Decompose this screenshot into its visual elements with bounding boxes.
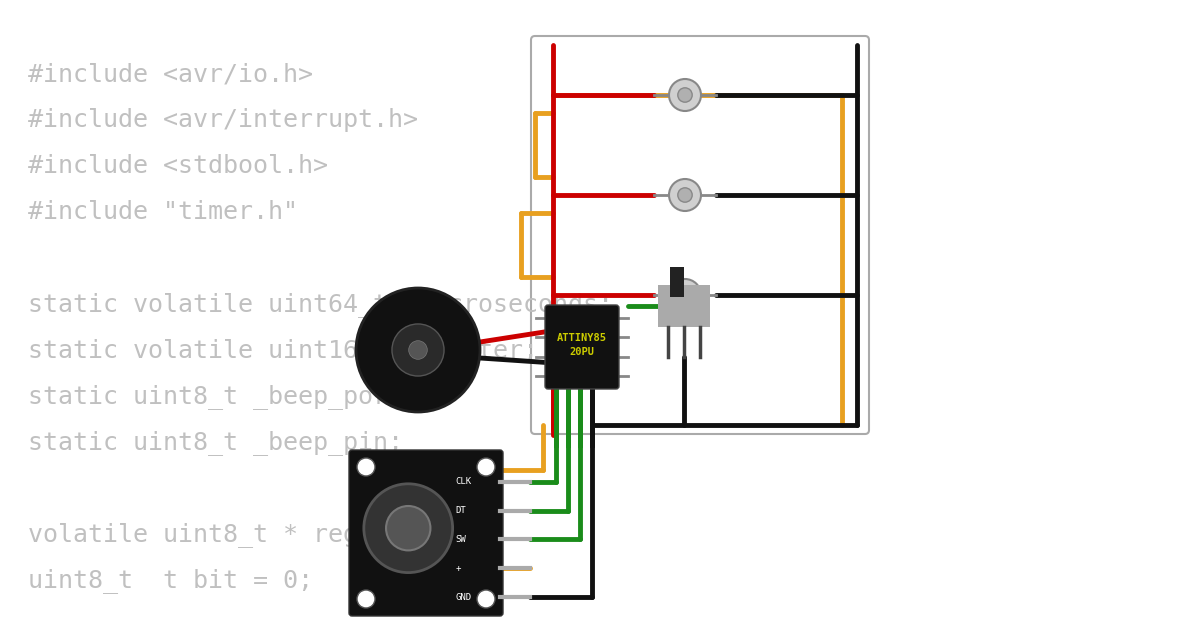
Circle shape bbox=[356, 288, 480, 412]
Text: GND: GND bbox=[456, 592, 472, 602]
Circle shape bbox=[386, 506, 431, 551]
Text: #include <avr/interrupt.h>: #include <avr/interrupt.h> bbox=[28, 108, 418, 132]
Circle shape bbox=[478, 458, 496, 476]
Text: #include <stdbool.h>: #include <stdbool.h> bbox=[28, 154, 328, 178]
Circle shape bbox=[670, 79, 701, 111]
Text: ATTINY85
20PU: ATTINY85 20PU bbox=[557, 333, 607, 357]
Text: DT: DT bbox=[456, 506, 467, 515]
Bar bbox=[658, 285, 710, 327]
Text: static volatile uint16_t _counter;: static volatile uint16_t _counter; bbox=[28, 338, 538, 363]
Circle shape bbox=[678, 88, 692, 102]
Circle shape bbox=[364, 484, 452, 573]
Text: volatile uint8_t * reg;: volatile uint8_t * reg; bbox=[28, 522, 373, 547]
Circle shape bbox=[392, 324, 444, 376]
Circle shape bbox=[678, 288, 692, 302]
Text: static uint8_t _beep_pin;: static uint8_t _beep_pin; bbox=[28, 430, 403, 455]
Bar bbox=[670, 267, 684, 297]
FancyBboxPatch shape bbox=[545, 305, 619, 389]
Circle shape bbox=[670, 279, 701, 311]
Text: SW: SW bbox=[456, 535, 467, 544]
Circle shape bbox=[358, 458, 374, 476]
Circle shape bbox=[670, 179, 701, 211]
Text: static volatile uint64_t _microseconds;: static volatile uint64_t _microseconds; bbox=[28, 292, 613, 317]
Text: #include <avr/io.h>: #include <avr/io.h> bbox=[28, 62, 313, 86]
Text: +: + bbox=[456, 564, 461, 573]
Circle shape bbox=[358, 590, 374, 608]
FancyBboxPatch shape bbox=[530, 36, 869, 434]
Circle shape bbox=[409, 341, 427, 359]
Text: uint8_t  t bit = 0;: uint8_t t bit = 0; bbox=[28, 568, 313, 593]
Circle shape bbox=[678, 188, 692, 202]
Text: static uint8_t _beep_port;: static uint8_t _beep_port; bbox=[28, 384, 418, 409]
Text: CLK: CLK bbox=[456, 478, 472, 486]
Circle shape bbox=[478, 590, 496, 608]
FancyBboxPatch shape bbox=[349, 450, 503, 616]
Text: #include "timer.h": #include "timer.h" bbox=[28, 200, 298, 224]
